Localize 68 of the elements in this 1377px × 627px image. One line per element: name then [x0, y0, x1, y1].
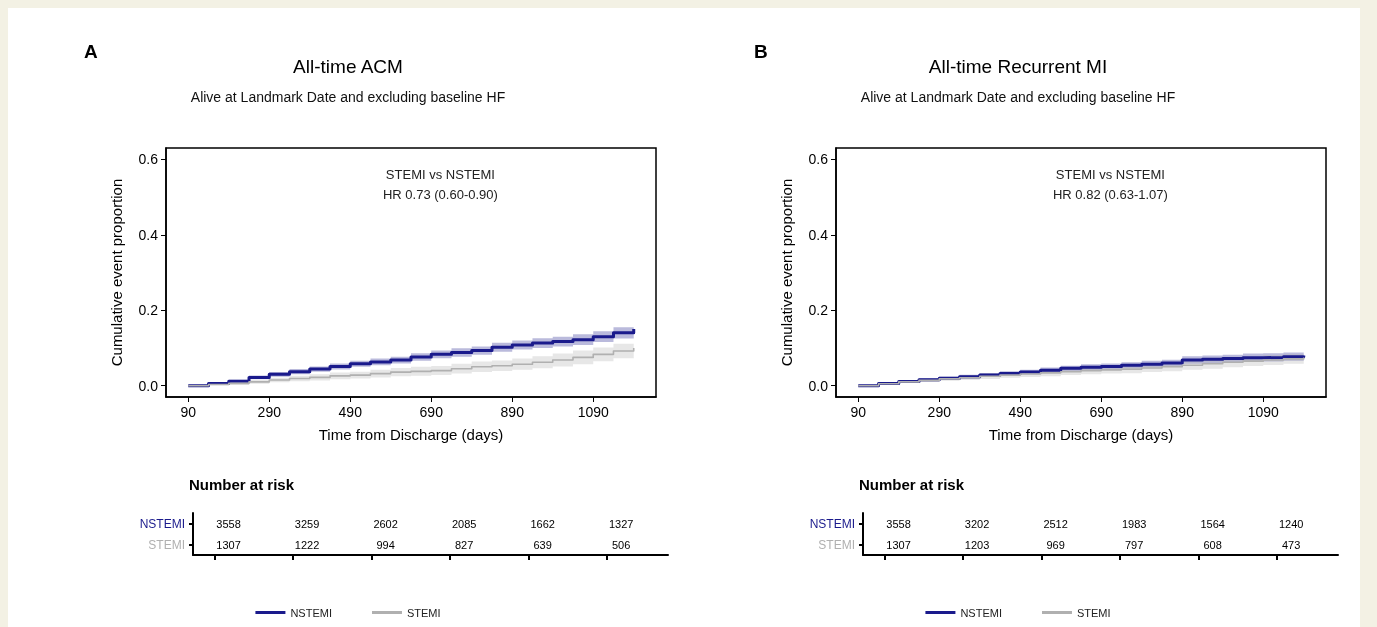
x-tick-label: 890	[500, 404, 525, 420]
text: 2602	[373, 517, 398, 530]
text: 994	[376, 538, 395, 551]
text: Number at risk	[859, 476, 965, 493]
text: 1983	[1121, 517, 1147, 530]
x-tick-label: 690	[419, 404, 444, 420]
x-tick-label: 490	[1008, 404, 1033, 420]
text: 2512	[1043, 517, 1068, 530]
text: 1564	[1200, 517, 1225, 530]
x-tick-label: 890	[1170, 404, 1195, 420]
x-tick-label: 1090	[577, 404, 610, 420]
chart-title: All-time ACM	[293, 56, 403, 77]
text: 608	[1203, 538, 1222, 551]
text: 3558	[886, 517, 911, 530]
y-tick-label: 0.4	[808, 226, 829, 243]
text: 1662	[530, 517, 555, 530]
x-tick-label: 90	[850, 404, 867, 420]
x-tick-label: 90	[180, 404, 197, 420]
text: 969	[1046, 538, 1065, 551]
legend-label: NSTEMI	[290, 606, 332, 619]
y-tick-label: 0.2	[808, 302, 829, 319]
legend-label: STEMI	[1076, 606, 1111, 619]
annotation: STEMI vs NSTEMI	[385, 167, 495, 182]
chart-title: All-time Recurrent MI	[928, 56, 1108, 77]
text: B	[754, 41, 768, 62]
text: 1203	[964, 538, 990, 551]
y-tick-label: 0.6	[808, 151, 829, 168]
text: 1222	[294, 538, 320, 551]
y-tick-label: 0.2	[138, 302, 159, 319]
text: 1307	[886, 538, 911, 551]
text: 797	[1124, 538, 1144, 551]
annotation: HR 0.82 (0.63-1.07)	[1052, 187, 1168, 202]
x-tick-label: 290	[927, 404, 952, 420]
text: NSTEMI	[809, 516, 855, 531]
text: STEMI	[148, 537, 185, 552]
text: Number at risk	[189, 476, 295, 493]
text: 506	[611, 538, 631, 551]
x-tick-label: 690	[1089, 404, 1114, 420]
x-tick-label: 290	[257, 404, 282, 420]
text: 1240	[1278, 517, 1304, 530]
annotation: HR 0.73 (0.60-0.90)	[382, 187, 498, 202]
x-tick-label: 1090	[1247, 404, 1280, 420]
chart-subtitle: Alive at Landmark Date and excluding baseline HF	[190, 89, 506, 105]
y-axis-title: Cumulative event proportion	[108, 178, 125, 367]
x-tick-label: 490	[338, 404, 363, 420]
legend-label: NSTEMI	[960, 606, 1002, 619]
y-tick-label: 0.0	[808, 377, 829, 394]
text: STEMI	[818, 537, 855, 552]
y-tick-label: 0.6	[138, 151, 159, 168]
text: 3259	[294, 517, 320, 530]
legend-label: STEMI	[406, 606, 441, 619]
text: 1327	[608, 517, 634, 530]
text: 3558	[216, 517, 241, 530]
text: NSTEMI	[139, 516, 185, 531]
x-axis-title: Time from Discharge (days)	[988, 426, 1174, 443]
text: A	[84, 41, 98, 62]
text: 2085	[451, 517, 477, 530]
text: 639	[533, 538, 552, 551]
text: 1307	[216, 538, 241, 551]
x-axis-title: Time from Discharge (days)	[318, 426, 504, 443]
annotation: STEMI vs NSTEMI	[1055, 167, 1165, 182]
chart-subtitle: Alive at Landmark Date and excluding baseline HF	[860, 89, 1176, 105]
text: 473	[1281, 538, 1301, 551]
y-axis-title: Cumulative event proportion	[778, 178, 795, 367]
y-tick-label: 0.0	[138, 377, 159, 394]
y-tick-label: 0.4	[138, 226, 159, 243]
text: 3202	[964, 517, 990, 530]
text: 827	[454, 538, 474, 551]
